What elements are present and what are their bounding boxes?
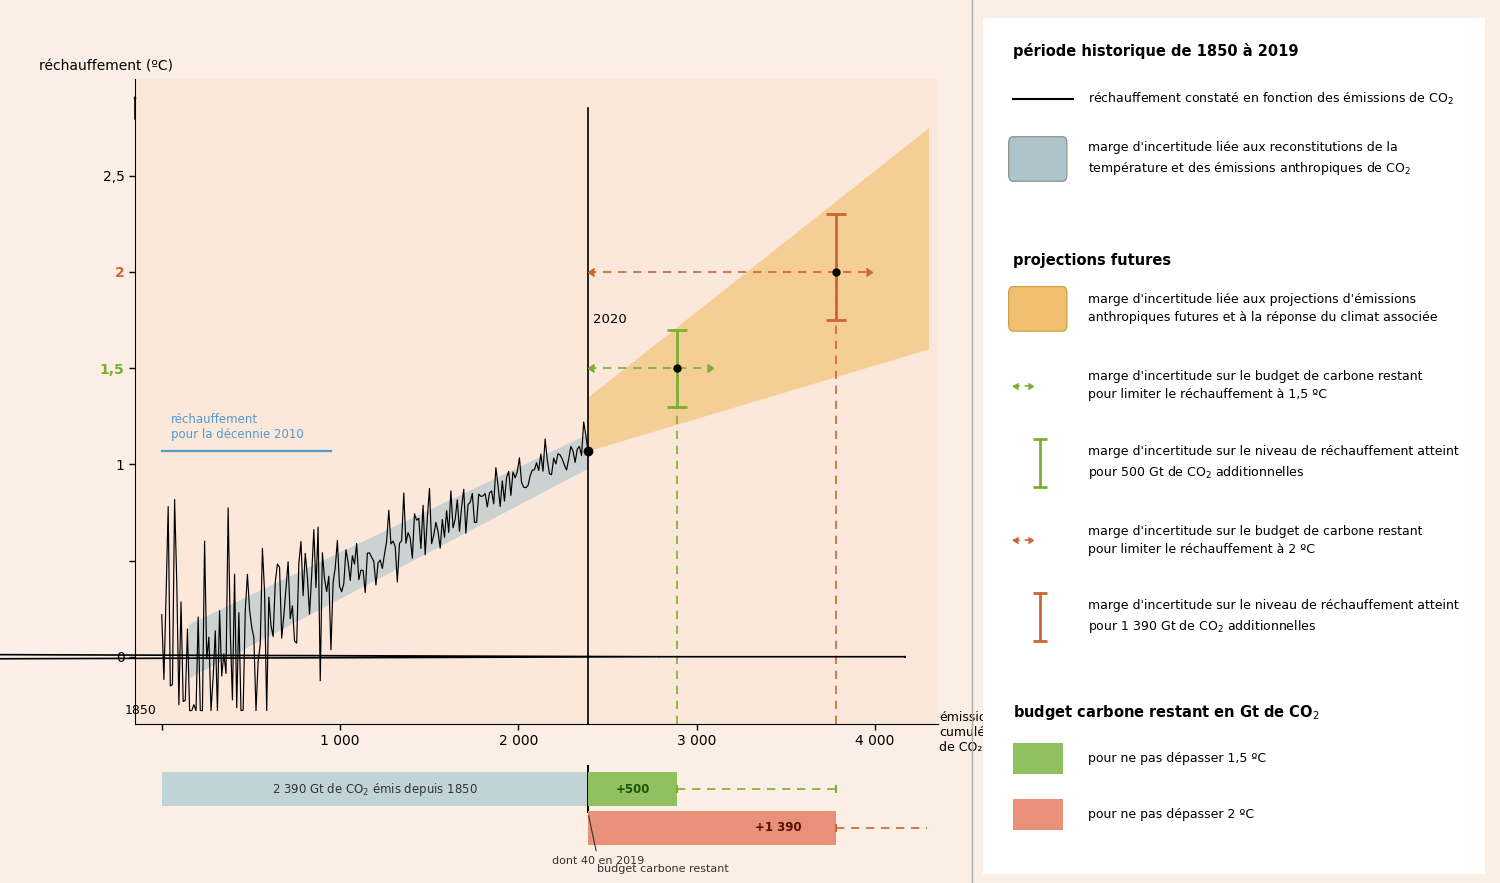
Text: marge d'incertitude liée aux projections d'émissions
anthropiques futures et à l: marge d'incertitude liée aux projections… <box>1088 293 1437 324</box>
Text: 2020: 2020 <box>594 313 627 326</box>
Text: réchauffement constaté en fonction des émissions de CO$_2$: réchauffement constaté en fonction des é… <box>1088 91 1454 107</box>
Text: budget carbone restant: budget carbone restant <box>597 864 729 874</box>
Text: émissions
cumulées
de CO₂ (Gt): émissions cumulées de CO₂ (Gt) <box>939 711 1011 753</box>
Text: marge d'incertitude liée aux reconstitutions de la
température et des émissions : marge d'incertitude liée aux reconstitut… <box>1088 141 1412 177</box>
Bar <box>1013 799 1064 830</box>
Text: marge d'incertitude sur le niveau de réchauffement atteint
pour 500 Gt de CO$_2$: marge d'incertitude sur le niveau de réc… <box>1088 445 1460 481</box>
Text: marge d'incertitude sur le budget de carbone restant
pour limiter le réchauffeme: marge d'incertitude sur le budget de car… <box>1088 371 1422 402</box>
Text: période historique de 1850 à 2019: période historique de 1850 à 2019 <box>1013 43 1298 59</box>
Text: réchauffement
pour la décennie 2010: réchauffement pour la décennie 2010 <box>171 413 303 442</box>
Text: dont 40 en 2019: dont 40 en 2019 <box>552 816 645 866</box>
Text: marge d'incertitude sur le budget de carbone restant
pour limiter le réchauffeme: marge d'incertitude sur le budget de car… <box>1088 525 1422 555</box>
Text: pour ne pas dépasser 2 ºC: pour ne pas dépasser 2 ºC <box>1088 808 1254 820</box>
Text: budget carbone restant en Gt de CO$_2$: budget carbone restant en Gt de CO$_2$ <box>1013 703 1318 722</box>
Text: pour ne pas dépasser 1,5 ºC: pour ne pas dépasser 1,5 ºC <box>1088 752 1266 765</box>
FancyBboxPatch shape <box>1008 137 1066 181</box>
Text: réchauffement (ºC): réchauffement (ºC) <box>39 59 173 73</box>
Bar <box>586 766 590 812</box>
Text: 1850: 1850 <box>124 704 156 717</box>
Bar <box>162 772 588 806</box>
Text: +1 390: +1 390 <box>756 821 802 834</box>
Text: marge d'incertitude sur le niveau de réchauffement atteint
pour 1 390 Gt de CO$_: marge d'incertitude sur le niveau de réc… <box>1088 600 1460 635</box>
FancyBboxPatch shape <box>1008 287 1066 331</box>
Text: projections futures: projections futures <box>1013 253 1172 268</box>
Bar <box>588 772 676 806</box>
Text: 2 390 Gt de CO$_2$ émis depuis 1850: 2 390 Gt de CO$_2$ émis depuis 1850 <box>272 781 477 797</box>
Bar <box>1013 743 1064 774</box>
Text: +500: +500 <box>615 782 650 796</box>
Bar <box>588 811 836 845</box>
